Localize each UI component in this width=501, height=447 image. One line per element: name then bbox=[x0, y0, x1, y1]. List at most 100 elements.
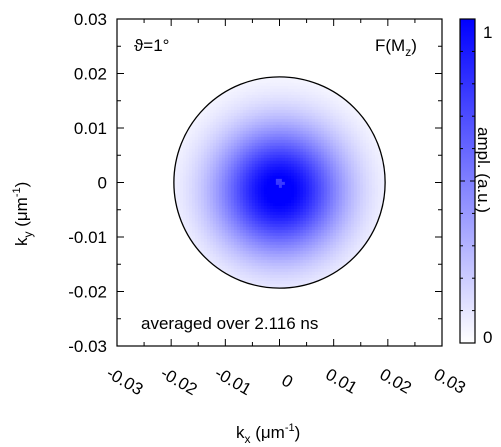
heatmap-cell bbox=[380, 169, 385, 174]
heatmap-cell bbox=[269, 121, 274, 126]
heatmap-cell bbox=[233, 148, 238, 153]
heatmap-cell bbox=[287, 154, 292, 159]
heatmap-cell bbox=[266, 250, 271, 255]
heatmap-cell bbox=[191, 265, 196, 270]
heatmap-cell bbox=[380, 268, 385, 273]
heatmap-cell bbox=[227, 124, 232, 129]
heatmap-cell bbox=[242, 130, 247, 135]
heatmap-cell bbox=[239, 217, 244, 222]
heatmap-cell bbox=[206, 88, 211, 93]
heatmap-cell bbox=[293, 244, 298, 249]
heatmap-cell bbox=[299, 91, 304, 96]
heatmap-cell bbox=[233, 211, 238, 216]
heatmap-cell bbox=[347, 247, 352, 252]
heatmap-cell bbox=[311, 154, 316, 159]
heatmap-cell bbox=[314, 172, 319, 177]
heatmap-cell bbox=[176, 175, 181, 180]
heatmap-cell bbox=[317, 247, 322, 252]
heatmap-cell bbox=[311, 241, 316, 246]
heatmap-cell bbox=[176, 256, 181, 261]
heatmap-cell bbox=[299, 139, 304, 144]
heatmap-cell bbox=[368, 106, 373, 111]
heatmap-cell bbox=[290, 163, 295, 168]
heatmap-cell bbox=[218, 85, 223, 90]
heatmap-cell bbox=[269, 184, 274, 189]
heatmap-cell bbox=[317, 157, 322, 162]
heatmap-cell bbox=[374, 196, 379, 201]
heatmap-cell bbox=[353, 274, 358, 279]
heatmap-cell bbox=[251, 97, 256, 102]
heatmap-cell bbox=[287, 193, 292, 198]
heatmap-cell bbox=[242, 85, 247, 90]
heatmap-cell bbox=[194, 229, 199, 234]
heatmap-cell bbox=[212, 148, 217, 153]
heatmap-cell bbox=[263, 103, 268, 108]
heatmap-cell bbox=[176, 94, 181, 99]
heatmap-cell bbox=[224, 190, 229, 195]
heatmap-cell bbox=[242, 271, 247, 276]
heatmap-cell bbox=[305, 253, 310, 258]
heatmap-cell bbox=[266, 253, 271, 258]
heatmap-cell bbox=[242, 169, 247, 174]
heatmap-cell bbox=[296, 256, 301, 261]
heatmap-cell bbox=[296, 100, 301, 105]
heatmap-cell bbox=[188, 277, 193, 282]
heatmap-cell bbox=[329, 145, 334, 150]
heatmap-cell bbox=[254, 130, 259, 135]
heatmap-cell bbox=[173, 82, 178, 87]
heatmap-cell bbox=[290, 256, 295, 261]
heatmap-cell bbox=[236, 157, 241, 162]
heatmap-cell bbox=[335, 109, 340, 114]
heatmap-cell bbox=[299, 169, 304, 174]
heatmap-cell bbox=[308, 136, 313, 141]
heatmap-cell bbox=[311, 235, 316, 240]
heatmap-cell bbox=[236, 205, 241, 210]
heatmap-cell bbox=[281, 145, 286, 150]
heatmap-cell bbox=[329, 271, 334, 276]
heatmap-cell bbox=[260, 247, 265, 252]
heatmap-cell bbox=[374, 208, 379, 213]
heatmap-cell bbox=[257, 136, 262, 141]
heatmap-cell bbox=[377, 262, 382, 267]
heatmap-cell bbox=[329, 76, 334, 81]
heatmap-cell bbox=[257, 283, 262, 288]
heatmap-cell bbox=[335, 88, 340, 93]
heatmap-cell bbox=[326, 238, 331, 243]
heatmap-cell bbox=[374, 217, 379, 222]
heatmap-cell bbox=[275, 100, 280, 105]
heatmap-cell bbox=[371, 187, 376, 192]
heatmap-cell bbox=[326, 184, 331, 189]
heatmap-cell bbox=[215, 244, 220, 249]
heatmap-cell bbox=[275, 166, 280, 171]
heatmap-cell bbox=[245, 103, 250, 108]
heatmap-cell bbox=[224, 151, 229, 156]
heatmap-cell bbox=[281, 187, 286, 192]
heatmap-cell bbox=[344, 217, 349, 222]
heatmap-cell bbox=[251, 229, 256, 234]
heatmap-cell bbox=[320, 106, 325, 111]
heatmap-cell bbox=[212, 160, 217, 165]
heatmap-cell bbox=[269, 112, 274, 117]
heatmap-cell bbox=[260, 238, 265, 243]
heatmap-cell bbox=[218, 109, 223, 114]
heatmap-cell bbox=[308, 91, 313, 96]
heatmap-cell bbox=[311, 196, 316, 201]
heatmap-cell bbox=[245, 109, 250, 114]
heatmap-cell bbox=[251, 253, 256, 258]
heatmap-cell bbox=[368, 238, 373, 243]
heatmap-cell bbox=[182, 118, 187, 123]
heatmap-cell bbox=[314, 121, 319, 126]
heatmap-cell bbox=[302, 100, 307, 105]
heatmap-cell bbox=[296, 196, 301, 201]
heatmap-cell bbox=[383, 121, 386, 126]
heatmap-cell bbox=[335, 184, 340, 189]
heatmap-cell bbox=[206, 163, 211, 168]
heatmap-cell bbox=[176, 208, 181, 213]
heatmap-cell bbox=[269, 82, 274, 87]
heatmap-cell bbox=[287, 244, 292, 249]
heatmap-cell bbox=[272, 217, 277, 222]
heatmap-cell bbox=[311, 160, 316, 165]
heatmap-cell bbox=[269, 199, 274, 204]
heatmap-cell bbox=[248, 184, 253, 189]
heatmap-cell bbox=[332, 238, 337, 243]
